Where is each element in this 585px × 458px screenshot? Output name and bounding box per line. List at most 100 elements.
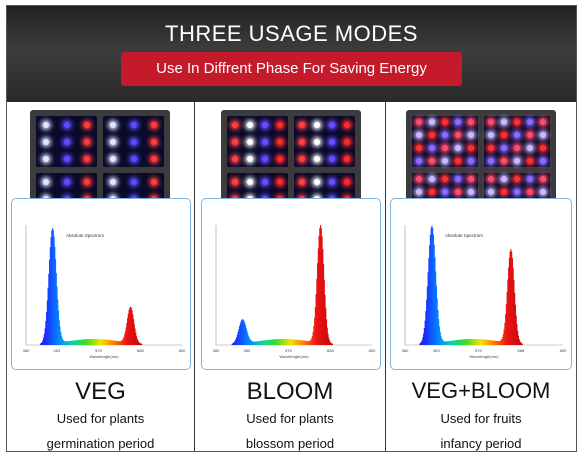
led-light [110,121,117,128]
spectrum-bar [236,334,238,345]
mode-description-line1: Used for plants [246,411,334,426]
spectrum-bar [137,340,139,345]
spectrum-bar [106,339,108,345]
spectrum-bar [421,340,423,345]
spectrum-bar [456,339,459,345]
spectrum-bar [311,338,313,345]
spectrum-bar [432,227,434,345]
spectrum-bar [130,307,132,345]
spectrum-bar [231,343,233,345]
led-light [455,176,462,183]
spectrum-bar [473,339,475,345]
spectrum-bar [244,322,246,345]
spectrum-bar [239,326,241,345]
spectrum-bar [310,339,312,345]
spectrum-bar [111,340,113,345]
spectrum-bar [484,339,486,345]
spectrum-bar [320,225,322,345]
spectrum-bar [121,339,123,345]
spectrum-bar [258,341,260,345]
spectrum-bar [287,339,289,345]
spectrum-bar [84,339,86,345]
spectrum-bar [251,341,253,345]
spectrum-bar [323,279,325,345]
spectrum-bar [452,340,454,345]
spectrum-bar [498,341,500,345]
spectrum-bar [511,258,513,345]
spectrum-bar [66,341,68,345]
spectrum-bar [273,339,275,345]
spectrum-bar [318,236,320,345]
spectrum-bar [243,320,245,345]
spectrum-bar [290,339,292,345]
spectrum-bar [492,340,494,345]
spectrum-tick-label: 800 [560,348,567,353]
spectrum-bar [279,339,281,345]
spectrum-bar [495,340,497,345]
spectrum-bar [478,339,480,345]
spectrum-bar [506,291,508,345]
spectrum-bar [500,340,502,345]
led-light [110,155,117,162]
spectrum-bar [427,272,429,345]
spectrum-bar [49,247,51,345]
spectrum-bar [490,340,492,345]
led-light [262,138,269,145]
spectrum-bar [514,292,516,345]
spectrum-bar [279,339,282,345]
led-light [527,176,534,183]
spectrum-bar [69,341,71,345]
spectrum-bar [433,244,435,345]
spectrum-bar [514,304,516,345]
spectrum-tick-label: 380 [23,348,30,353]
spectrum-bar [487,339,489,345]
spectrum-bar [321,236,323,345]
spectrum-bar [257,341,259,345]
spectrum-bar [278,339,280,345]
spectrum-bar [447,341,450,345]
led-light [527,157,534,164]
spectrum-bar [254,341,256,345]
led-light [468,144,475,151]
spectrum-bar [276,339,279,345]
led-light [231,155,238,162]
led-light [150,155,157,162]
spectrum-bar [134,328,136,345]
spectrum-bar [477,339,479,345]
led-light [428,119,435,126]
led-light [468,157,475,164]
spectrum-bar [260,340,262,345]
spectrum-bar [469,339,471,345]
spectrum-bar [262,340,264,345]
spectrum-bar [438,326,441,345]
spectrum-bar [493,340,495,345]
spectrum-bar [265,340,267,345]
led-light [415,132,422,139]
spectrum-bar [300,340,302,345]
spectrum-bar [240,321,242,345]
spectrum-bar [64,341,66,345]
spectrum-bar [327,333,329,345]
spectrum-bar [101,339,103,345]
spectrum-bar [96,339,98,345]
spectrum-bar [464,339,466,345]
led-light [527,132,534,139]
led-light [246,138,253,145]
led-light [150,178,157,185]
spectrum-bar [292,339,294,345]
led-light [415,189,422,196]
led-light [63,121,70,128]
led-light [130,121,137,128]
spectrum-bar [444,341,446,345]
led-light [428,144,435,151]
spectrum-bar [496,340,498,345]
spectrum-bar [57,299,59,345]
spectrum-tick-label: 380 [213,348,220,353]
led-light [231,138,238,145]
spectrum-bar [76,340,78,345]
mode-description-line1: Used for fruits [440,411,522,426]
led-light [298,178,305,185]
spectrum-bar [311,335,313,345]
spectrum-bar [304,340,306,345]
spectrum-bar [470,339,472,345]
